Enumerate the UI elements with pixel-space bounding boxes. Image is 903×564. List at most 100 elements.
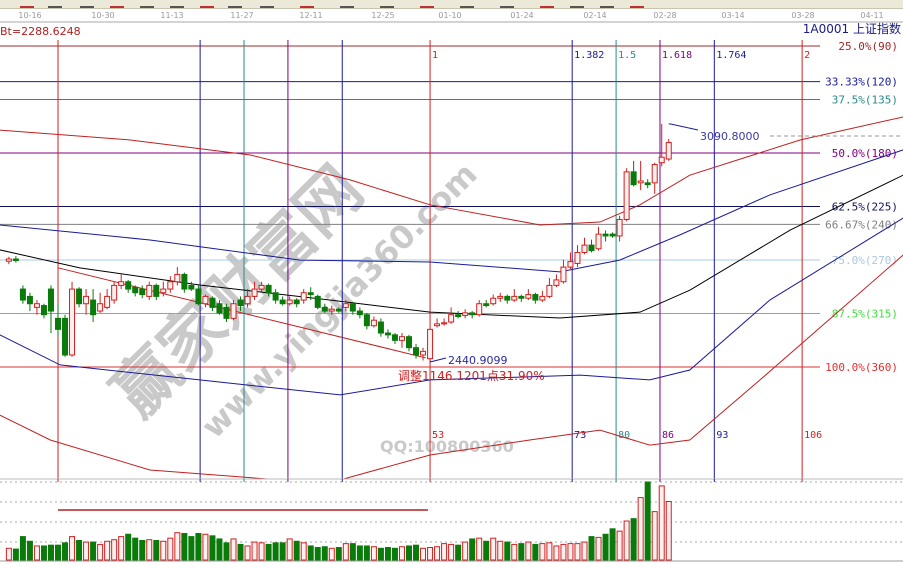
date-tick-label: 11-13 xyxy=(160,11,183,20)
fib-ratio-label: 1.382 xyxy=(574,50,604,61)
candle-down xyxy=(609,233,616,237)
candle-down xyxy=(455,314,462,318)
volume-bar xyxy=(658,485,665,561)
candle-up xyxy=(427,328,434,360)
candle-up xyxy=(651,164,658,184)
candle-up xyxy=(230,303,237,319)
toolbar-tool-icon[interactable] xyxy=(600,0,614,8)
toolbar-tool-icon[interactable] xyxy=(228,0,242,8)
volume-bar xyxy=(237,543,244,561)
toolbar-tool-icon[interactable] xyxy=(570,0,584,8)
candle-down xyxy=(602,233,609,237)
volume-bar xyxy=(300,542,307,561)
toolbar-tool-icon[interactable] xyxy=(80,0,94,8)
candle-up xyxy=(83,295,90,305)
volume-bar xyxy=(139,540,146,561)
toolbar-tool-icon[interactable] xyxy=(300,0,314,8)
volume-bar xyxy=(251,541,258,561)
candle-up xyxy=(5,258,12,262)
candle-up xyxy=(160,288,167,294)
volume-bar xyxy=(33,545,40,561)
candle-down xyxy=(307,292,314,296)
candle-down xyxy=(209,297,216,308)
volume-bar xyxy=(602,533,609,561)
volume-bar xyxy=(335,547,342,561)
candle-up xyxy=(511,295,518,301)
toolbar-tool-icon[interactable] xyxy=(500,0,514,8)
toolbar-tool-icon[interactable] xyxy=(140,0,154,8)
candle-down xyxy=(19,288,26,301)
gann-level-label: 66.67%(240) xyxy=(825,218,898,231)
candle-down xyxy=(195,288,202,305)
candle-down xyxy=(181,273,188,290)
price-panel: 25.0%(90) 33.33%(120) 37.5%(135) 50.0%(180)… xyxy=(0,40,903,479)
toolbar-tool-icon[interactable] xyxy=(630,0,644,8)
toolbar-tool-icon[interactable] xyxy=(540,0,554,8)
candle-down xyxy=(377,321,384,334)
bar-count-label: 86 xyxy=(662,430,674,441)
toolbar-tool-icon[interactable] xyxy=(380,0,394,8)
candle-up xyxy=(637,180,644,184)
candle-down xyxy=(349,303,356,312)
candle-down xyxy=(532,294,539,301)
candle-down xyxy=(265,284,272,294)
toolbar-tool-icon[interactable] xyxy=(48,0,62,8)
toolbar-tool-icon[interactable] xyxy=(200,0,214,8)
volume-bar xyxy=(195,532,202,561)
candle-up xyxy=(539,295,546,301)
candle-down xyxy=(406,336,412,349)
volume-bar xyxy=(581,541,588,561)
moving-average-band-line xyxy=(0,149,903,273)
volume-bar xyxy=(588,536,595,561)
volume-bar xyxy=(356,545,363,561)
candle-up xyxy=(370,319,377,327)
candle-down xyxy=(469,312,476,316)
toolbar-tool-icon[interactable] xyxy=(20,0,34,8)
bar-count-label: 53 xyxy=(432,430,444,441)
volume-panel xyxy=(0,479,903,561)
volume-bar xyxy=(47,544,54,561)
volume-bar xyxy=(258,542,265,561)
candle-down xyxy=(26,295,33,305)
candle-up xyxy=(581,244,588,253)
low-value-label: 2440.9099 xyxy=(448,354,508,367)
volume-bar xyxy=(384,547,391,561)
candle-down xyxy=(12,258,19,261)
volume-bar xyxy=(342,543,349,561)
candle-down xyxy=(518,295,525,299)
volume-bar xyxy=(307,545,314,561)
candle-up xyxy=(567,261,574,268)
toolbar xyxy=(0,0,903,9)
candle-down xyxy=(293,299,300,305)
candle-down xyxy=(279,299,286,305)
candle-up xyxy=(244,295,251,305)
candle-up xyxy=(342,303,349,308)
gann-level-label: 33.33%(120) xyxy=(825,76,898,89)
candle-down xyxy=(139,288,146,296)
toolbar-tool-icon[interactable] xyxy=(170,0,184,8)
fib-ratio-label: 1 xyxy=(432,50,438,61)
date-tick-label: 02-14 xyxy=(583,11,606,20)
volume-bar xyxy=(476,537,483,561)
volume-bar xyxy=(462,541,469,561)
volume-bar xyxy=(76,540,83,561)
correction-label: 调整1146.1201点31.90% xyxy=(398,368,545,383)
volume-bar xyxy=(19,536,26,561)
date-tick-label: 12-11 xyxy=(299,11,322,20)
toolbar-tool-icon[interactable] xyxy=(460,0,474,8)
toolbar-tool-icon[interactable] xyxy=(260,0,274,8)
candle-up xyxy=(595,233,602,250)
candle-up xyxy=(104,295,111,308)
candle-down xyxy=(483,303,490,307)
candle-down xyxy=(125,281,132,290)
gann-level-label: 62.5%(225) xyxy=(832,201,898,214)
date-tick-label: 03-14 xyxy=(721,11,744,20)
toolbar-tool-icon[interactable] xyxy=(110,0,124,8)
base-value: Bt=2288.6248 xyxy=(0,25,81,38)
toolbar-tool-icon[interactable] xyxy=(340,0,354,8)
candle-down xyxy=(384,332,391,336)
toolbar-tool-icon[interactable] xyxy=(420,0,434,8)
gann-level-label: 25.0%(90) xyxy=(838,40,898,53)
candle-down xyxy=(132,286,139,294)
gann-level-label: 87.5%(315) xyxy=(832,308,898,321)
